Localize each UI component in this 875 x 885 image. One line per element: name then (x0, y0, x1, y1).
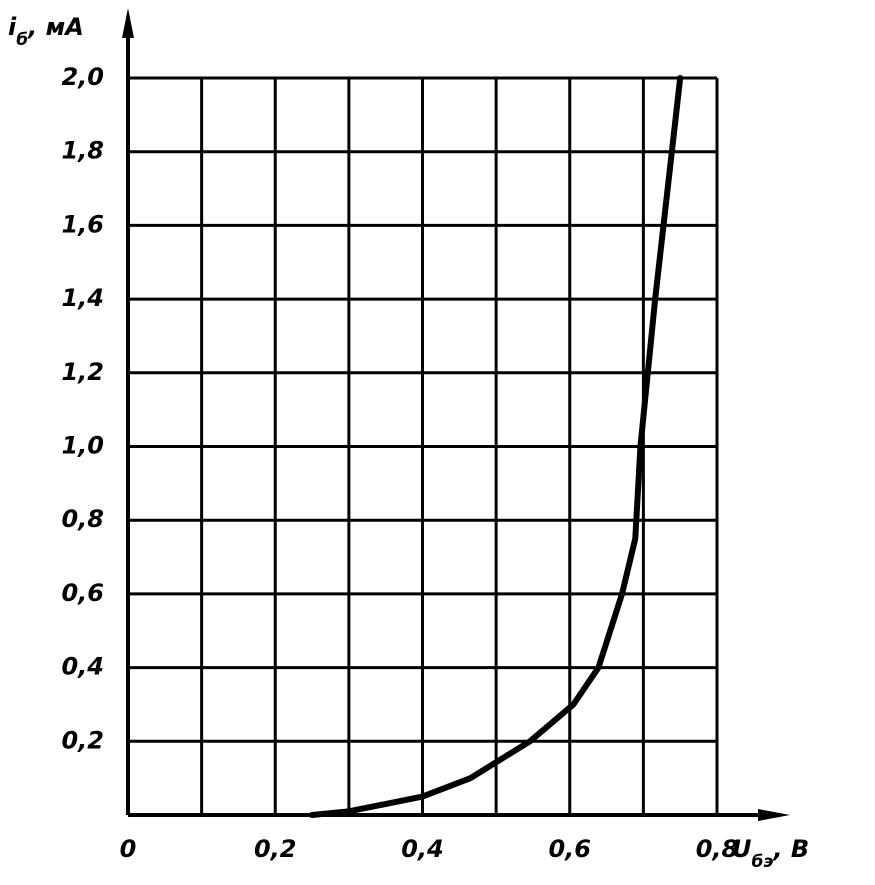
x-label-subscript: бэ (752, 852, 774, 872)
y-tick-label: 2,0 (61, 63, 104, 91)
y-tick-label: 0,2 (61, 726, 104, 754)
y-label-subscript: б (16, 30, 28, 50)
y-tick-label: 0,6 (61, 579, 104, 607)
x-tick-label: 0,4 (401, 835, 444, 863)
x-tick-label: 0 (120, 835, 137, 863)
y-tick-label: 1,0 (61, 432, 104, 460)
y-tick-label: 0,8 (61, 505, 104, 533)
x-axis-arrow (758, 809, 790, 821)
y-tick-label: 1,6 (61, 210, 104, 238)
y-tick-label: 1,4 (61, 284, 104, 312)
y-axis-arrow (122, 8, 134, 38)
x-tick-label: 0,8 (696, 835, 739, 863)
x-tick-label: 0,6 (548, 835, 591, 863)
x-label-unit: , В (772, 835, 809, 863)
x-axis-label: Uбэ, В (732, 835, 809, 872)
x-label-symbol: U (732, 835, 752, 863)
y-label-unit: , мА (27, 13, 84, 41)
curve (309, 75, 684, 818)
y-label-symbol: i (8, 13, 17, 41)
y-axis-label: iб, мА (8, 13, 84, 50)
y-tick-label: 0,4 (61, 653, 104, 681)
x-tick-label: 0,2 (254, 835, 297, 863)
y-tick-label: 1,2 (61, 358, 104, 386)
y-tick-label: 1,8 (61, 137, 104, 165)
